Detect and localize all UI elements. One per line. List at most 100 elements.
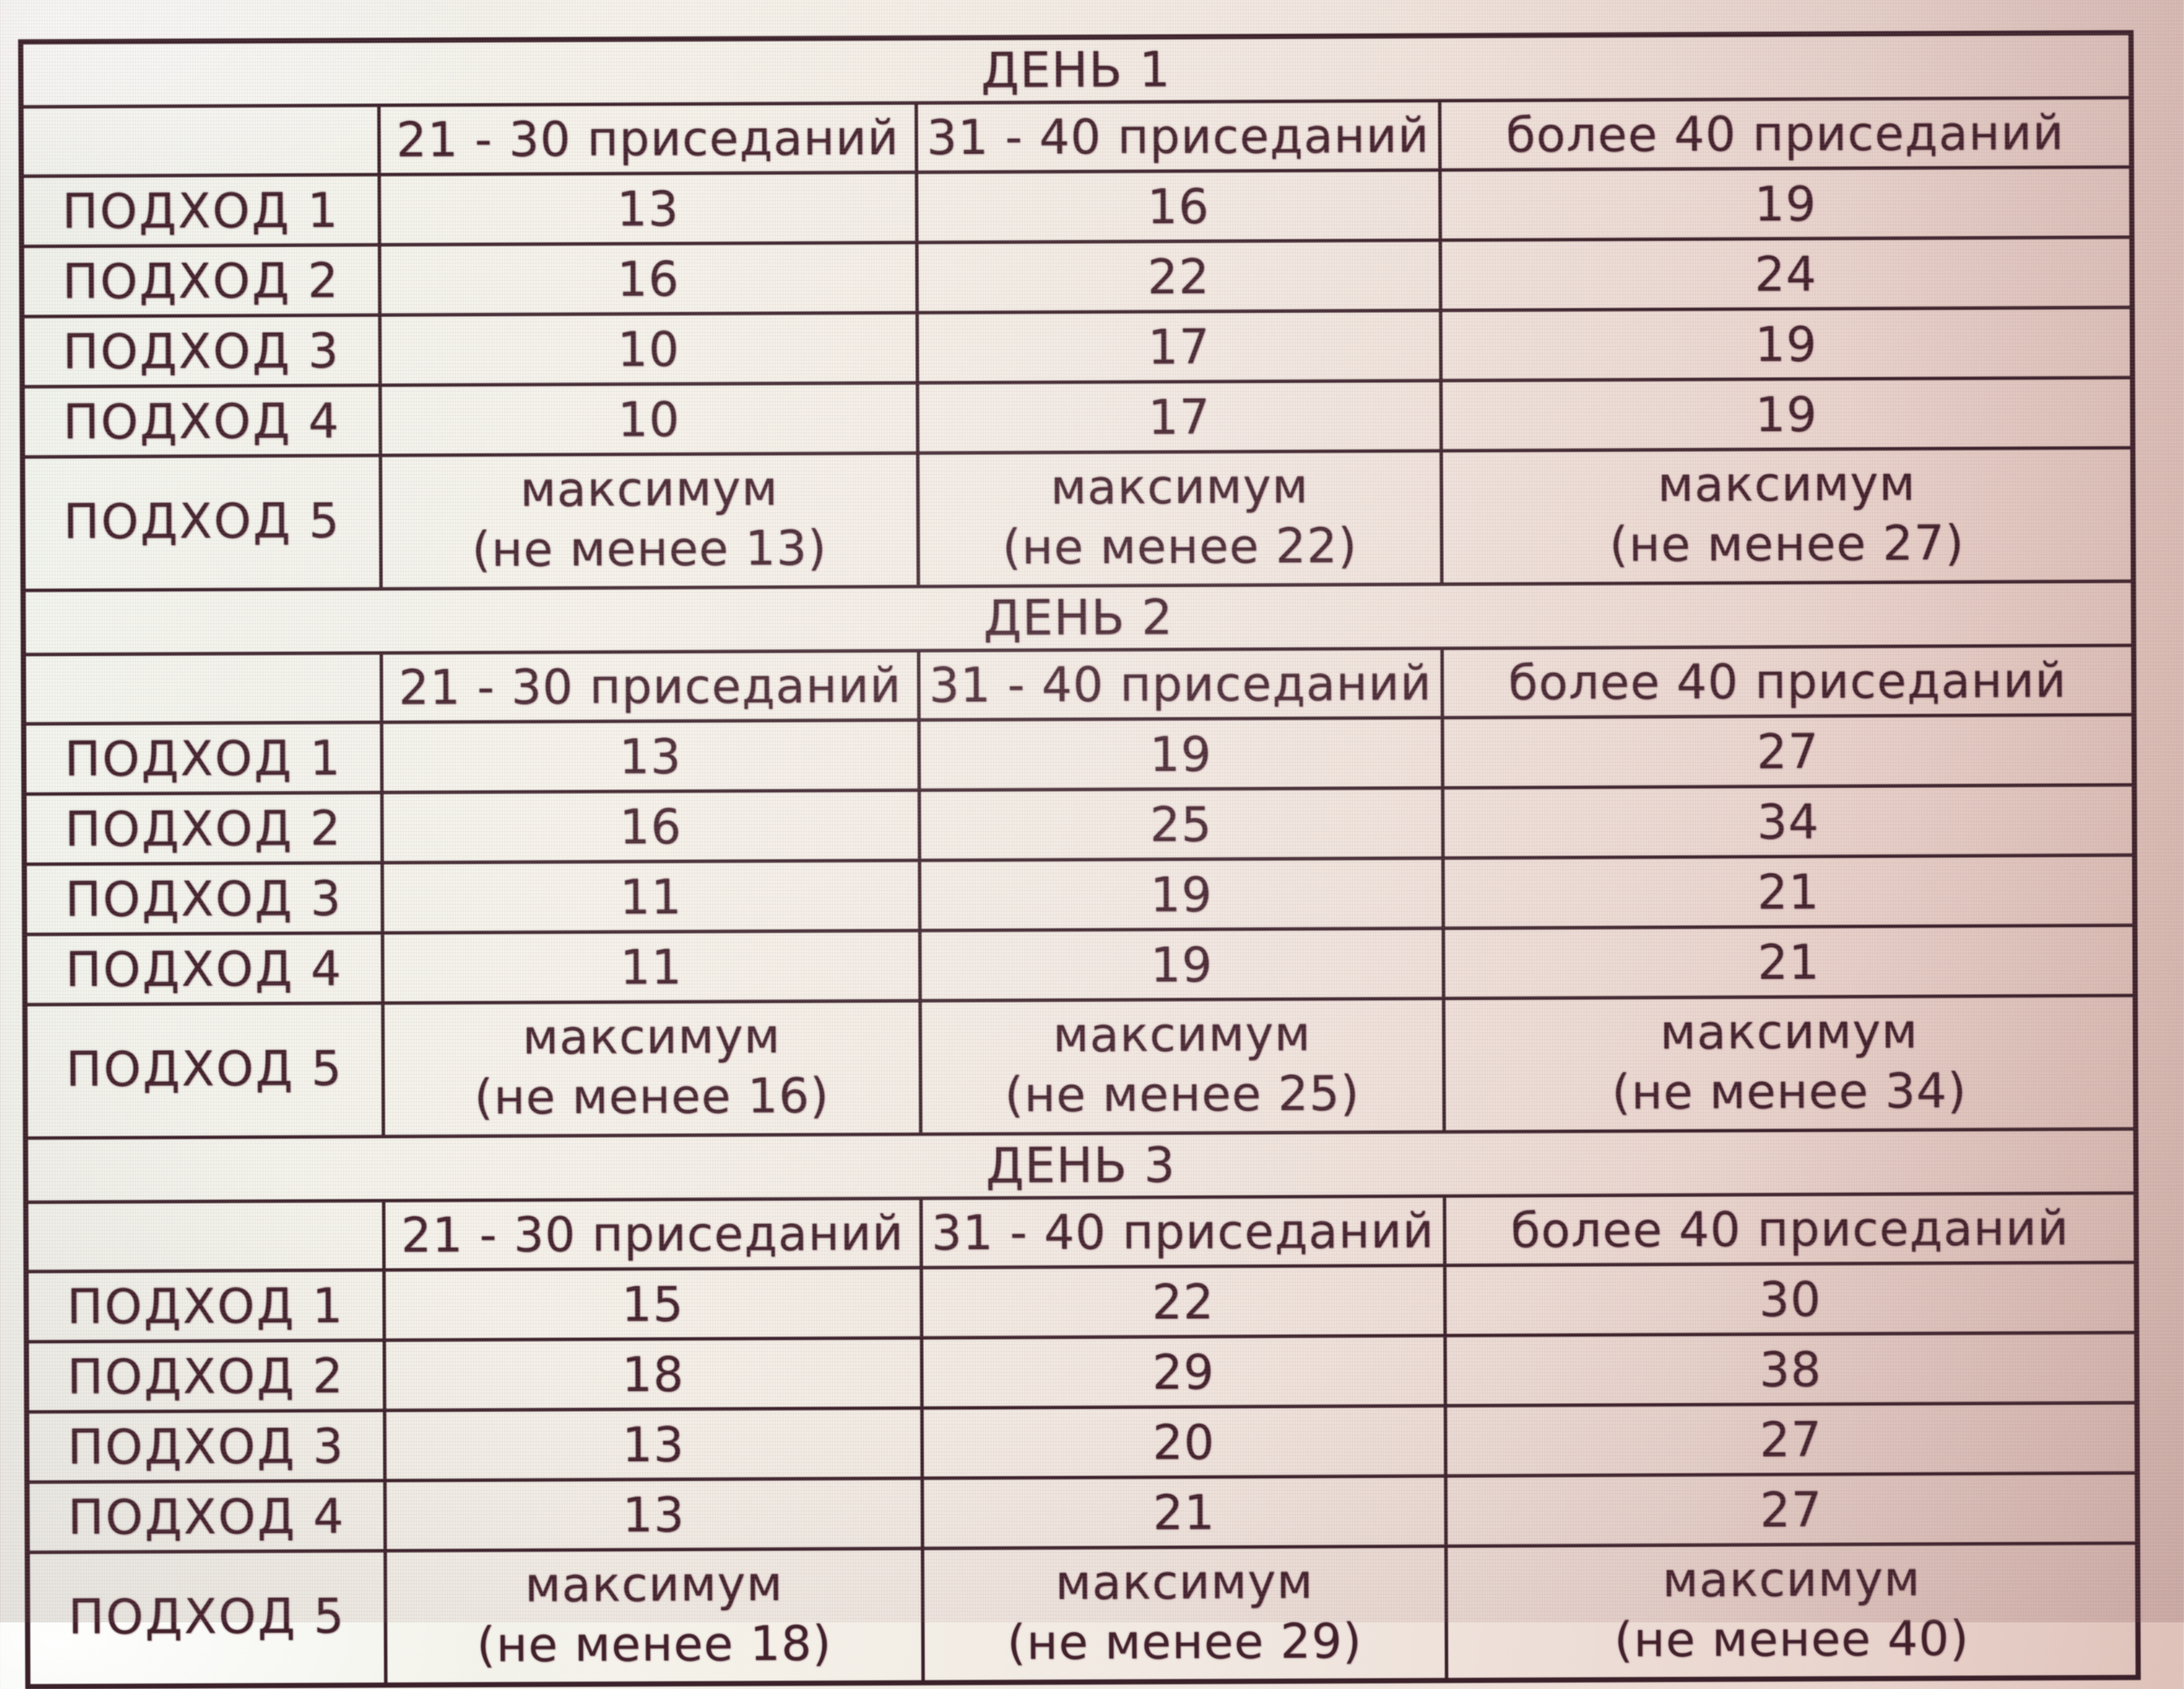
reps-max-cell: максимум (не менее 29): [922, 1546, 1447, 1683]
max-label: максимум: [522, 1008, 781, 1066]
empty-corner-cell: [25, 1200, 385, 1272]
table-row: ПОДХОД 1 15 22 30: [26, 1262, 2137, 1342]
reps-cell: 22: [921, 1265, 1446, 1338]
reps-cell: 13: [385, 1478, 923, 1551]
table-row: 21 - 30 приседаний 31 - 40 приседаний бо…: [21, 97, 2132, 177]
table-row: ПОДХОД 3 13 20 27: [26, 1402, 2138, 1483]
reps-cell: 30: [1445, 1262, 2137, 1336]
table-row: ПОДХОД 5 максимум (не менее 13) максимум…: [22, 447, 2134, 591]
column-header: 21 - 30 приседаний: [379, 102, 917, 175]
reps-cell: 27: [1446, 1472, 2138, 1547]
table-row: ДЕНЬ 1: [20, 32, 2132, 107]
reps-max-cell: максимум (не менее 27): [1440, 447, 2134, 585]
reps-cell: 19: [919, 718, 1443, 790]
reps-cell: 13: [384, 1407, 923, 1481]
max-minimum: (не менее 29): [1006, 1613, 1362, 1671]
set-label-cell: ПОДХОД 1: [21, 174, 380, 247]
column-header: 31 - 40 приседаний: [918, 648, 1443, 720]
reps-max-cell: максимум (не менее 18): [385, 1548, 924, 1686]
column-header: более 40 приседаний: [1441, 645, 2135, 718]
set-label-cell: ПОДХОД 2: [26, 1340, 385, 1413]
reps-cell: 19: [1440, 377, 2133, 451]
day-title: ДЕНЬ 2: [23, 581, 2134, 655]
table-row: ДЕНЬ 2: [23, 581, 2134, 655]
max-label: максимум: [520, 460, 779, 518]
column-header: более 40 приседаний: [1444, 1192, 2137, 1266]
set-label-cell: ПОДХОД 3: [24, 862, 383, 935]
max-label: максимум: [1657, 456, 1916, 513]
table-row: ПОДХОД 1 13 16 19: [21, 166, 2132, 247]
max-minimum: (не менее 27): [1609, 515, 1965, 573]
max-label: максимум: [1052, 1006, 1311, 1063]
table-row: ПОДХОД 5 максимум (не менее 18) максимум…: [27, 1543, 2139, 1687]
reps-cell: 21: [922, 1476, 1446, 1549]
column-header: 31 - 40 приседаний: [920, 1196, 1446, 1268]
reps-cell: 29: [921, 1335, 1446, 1408]
table-row: ПОДХОД 2 18 29 38: [26, 1332, 2137, 1413]
set-label-cell: ПОДХОД 3: [26, 1410, 386, 1483]
reps-cell: 16: [916, 170, 1440, 243]
set-label-cell: ПОДХОД 5: [27, 1550, 387, 1687]
set-label-cell: ПОДХОД 3: [22, 315, 380, 387]
table-row: ПОДХОД 4 10 17 19: [22, 377, 2133, 458]
max-minimum: (не менее 13): [471, 520, 828, 578]
max-minimum: (не менее 34): [1611, 1062, 1967, 1121]
reps-max-cell: максимум (не менее 34): [1443, 995, 2136, 1133]
set-label-cell: ПОДХОД 4: [24, 932, 383, 1005]
reps-cell: 21: [1442, 854, 2135, 929]
reps-cell: 25: [919, 788, 1443, 861]
table-row: ПОДХОД 2 16 25 34: [23, 784, 2135, 865]
reps-cell: 11: [382, 860, 920, 933]
reps-cell: 10: [380, 382, 918, 456]
max-label: максимум: [1662, 1551, 1921, 1608]
reps-max-cell: максимум (не менее 16): [382, 1000, 921, 1137]
reps-cell: 27: [1442, 714, 2135, 789]
column-header: 31 - 40 приседаний: [916, 101, 1440, 172]
reps-cell: 13: [381, 719, 920, 793]
set-label-cell: ПОДХОД 2: [23, 792, 383, 865]
set-label-cell: ПОДХОД 5: [22, 455, 381, 591]
day-1-section: ДЕНЬ 1 21 - 30 приседаний 31 - 40 присед…: [20, 32, 2134, 591]
set-label-cell: ПОДХОД 1: [26, 1270, 385, 1342]
reps-max-cell: максимум (не менее 22): [917, 451, 1442, 587]
empty-corner-cell: [23, 653, 382, 724]
max-label: максимум: [524, 1556, 783, 1614]
reps-cell: 18: [384, 1337, 922, 1411]
reps-max-cell: максимум (не менее 25): [920, 998, 1445, 1134]
table-row: ПОДХОД 2 16 22 24: [21, 237, 2133, 317]
day-title: ДЕНЬ 1: [20, 32, 2132, 107]
reps-cell: 27: [1445, 1402, 2138, 1477]
reps-cell: 19: [1440, 307, 2133, 381]
reps-cell: 38: [1445, 1332, 2137, 1406]
table-row: 21 - 30 приседаний 31 - 40 приседаний бо…: [23, 645, 2135, 724]
column-header: 21 - 30 приседаний: [383, 1198, 922, 1270]
max-label: максимум: [1050, 458, 1310, 516]
reps-max-cell: максимум (не менее 40): [1446, 1543, 2139, 1681]
column-header: 21 - 30 приседаний: [380, 650, 920, 723]
reps-cell: 19: [920, 928, 1444, 1001]
reps-cell: 13: [379, 172, 917, 245]
reps-cell: 19: [920, 858, 1444, 931]
table-row: ДЕНЬ 3: [25, 1128, 2136, 1203]
set-label-cell: ПОДХОД 4: [22, 385, 380, 458]
day-title: ДЕНЬ 3: [25, 1128, 2136, 1203]
table-row: ПОДХОД 1 13 19 27: [23, 714, 2135, 795]
max-minimum: (не менее 40): [1614, 1610, 1970, 1668]
reps-cell: 22: [916, 240, 1441, 313]
max-label: максимум: [1660, 1004, 1919, 1061]
empty-corner-cell: [21, 105, 380, 177]
reps-cell: 17: [917, 380, 1441, 453]
reps-cell: 15: [384, 1267, 922, 1341]
day-2-section: ДЕНЬ 2 21 - 30 приседаний 31 - 40 присед…: [23, 581, 2136, 1139]
table-row: ПОДХОД 3 11 19 21: [24, 854, 2135, 935]
reps-cell: 21: [1443, 925, 2135, 999]
reps-cell: 20: [921, 1406, 1446, 1478]
table-row: ПОДХОД 4 11 19 21: [24, 925, 2135, 1005]
reps-cell: 17: [917, 310, 1441, 383]
max-minimum: (не менее 22): [1002, 517, 1358, 575]
reps-cell: 24: [1440, 237, 2133, 311]
max-minimum: (не менее 25): [1004, 1065, 1361, 1123]
max-label: максимум: [1055, 1554, 1314, 1611]
table-row: 21 - 30 приседаний 31 - 40 приседаний бо…: [25, 1192, 2137, 1272]
max-minimum: (не менее 18): [476, 1615, 832, 1673]
